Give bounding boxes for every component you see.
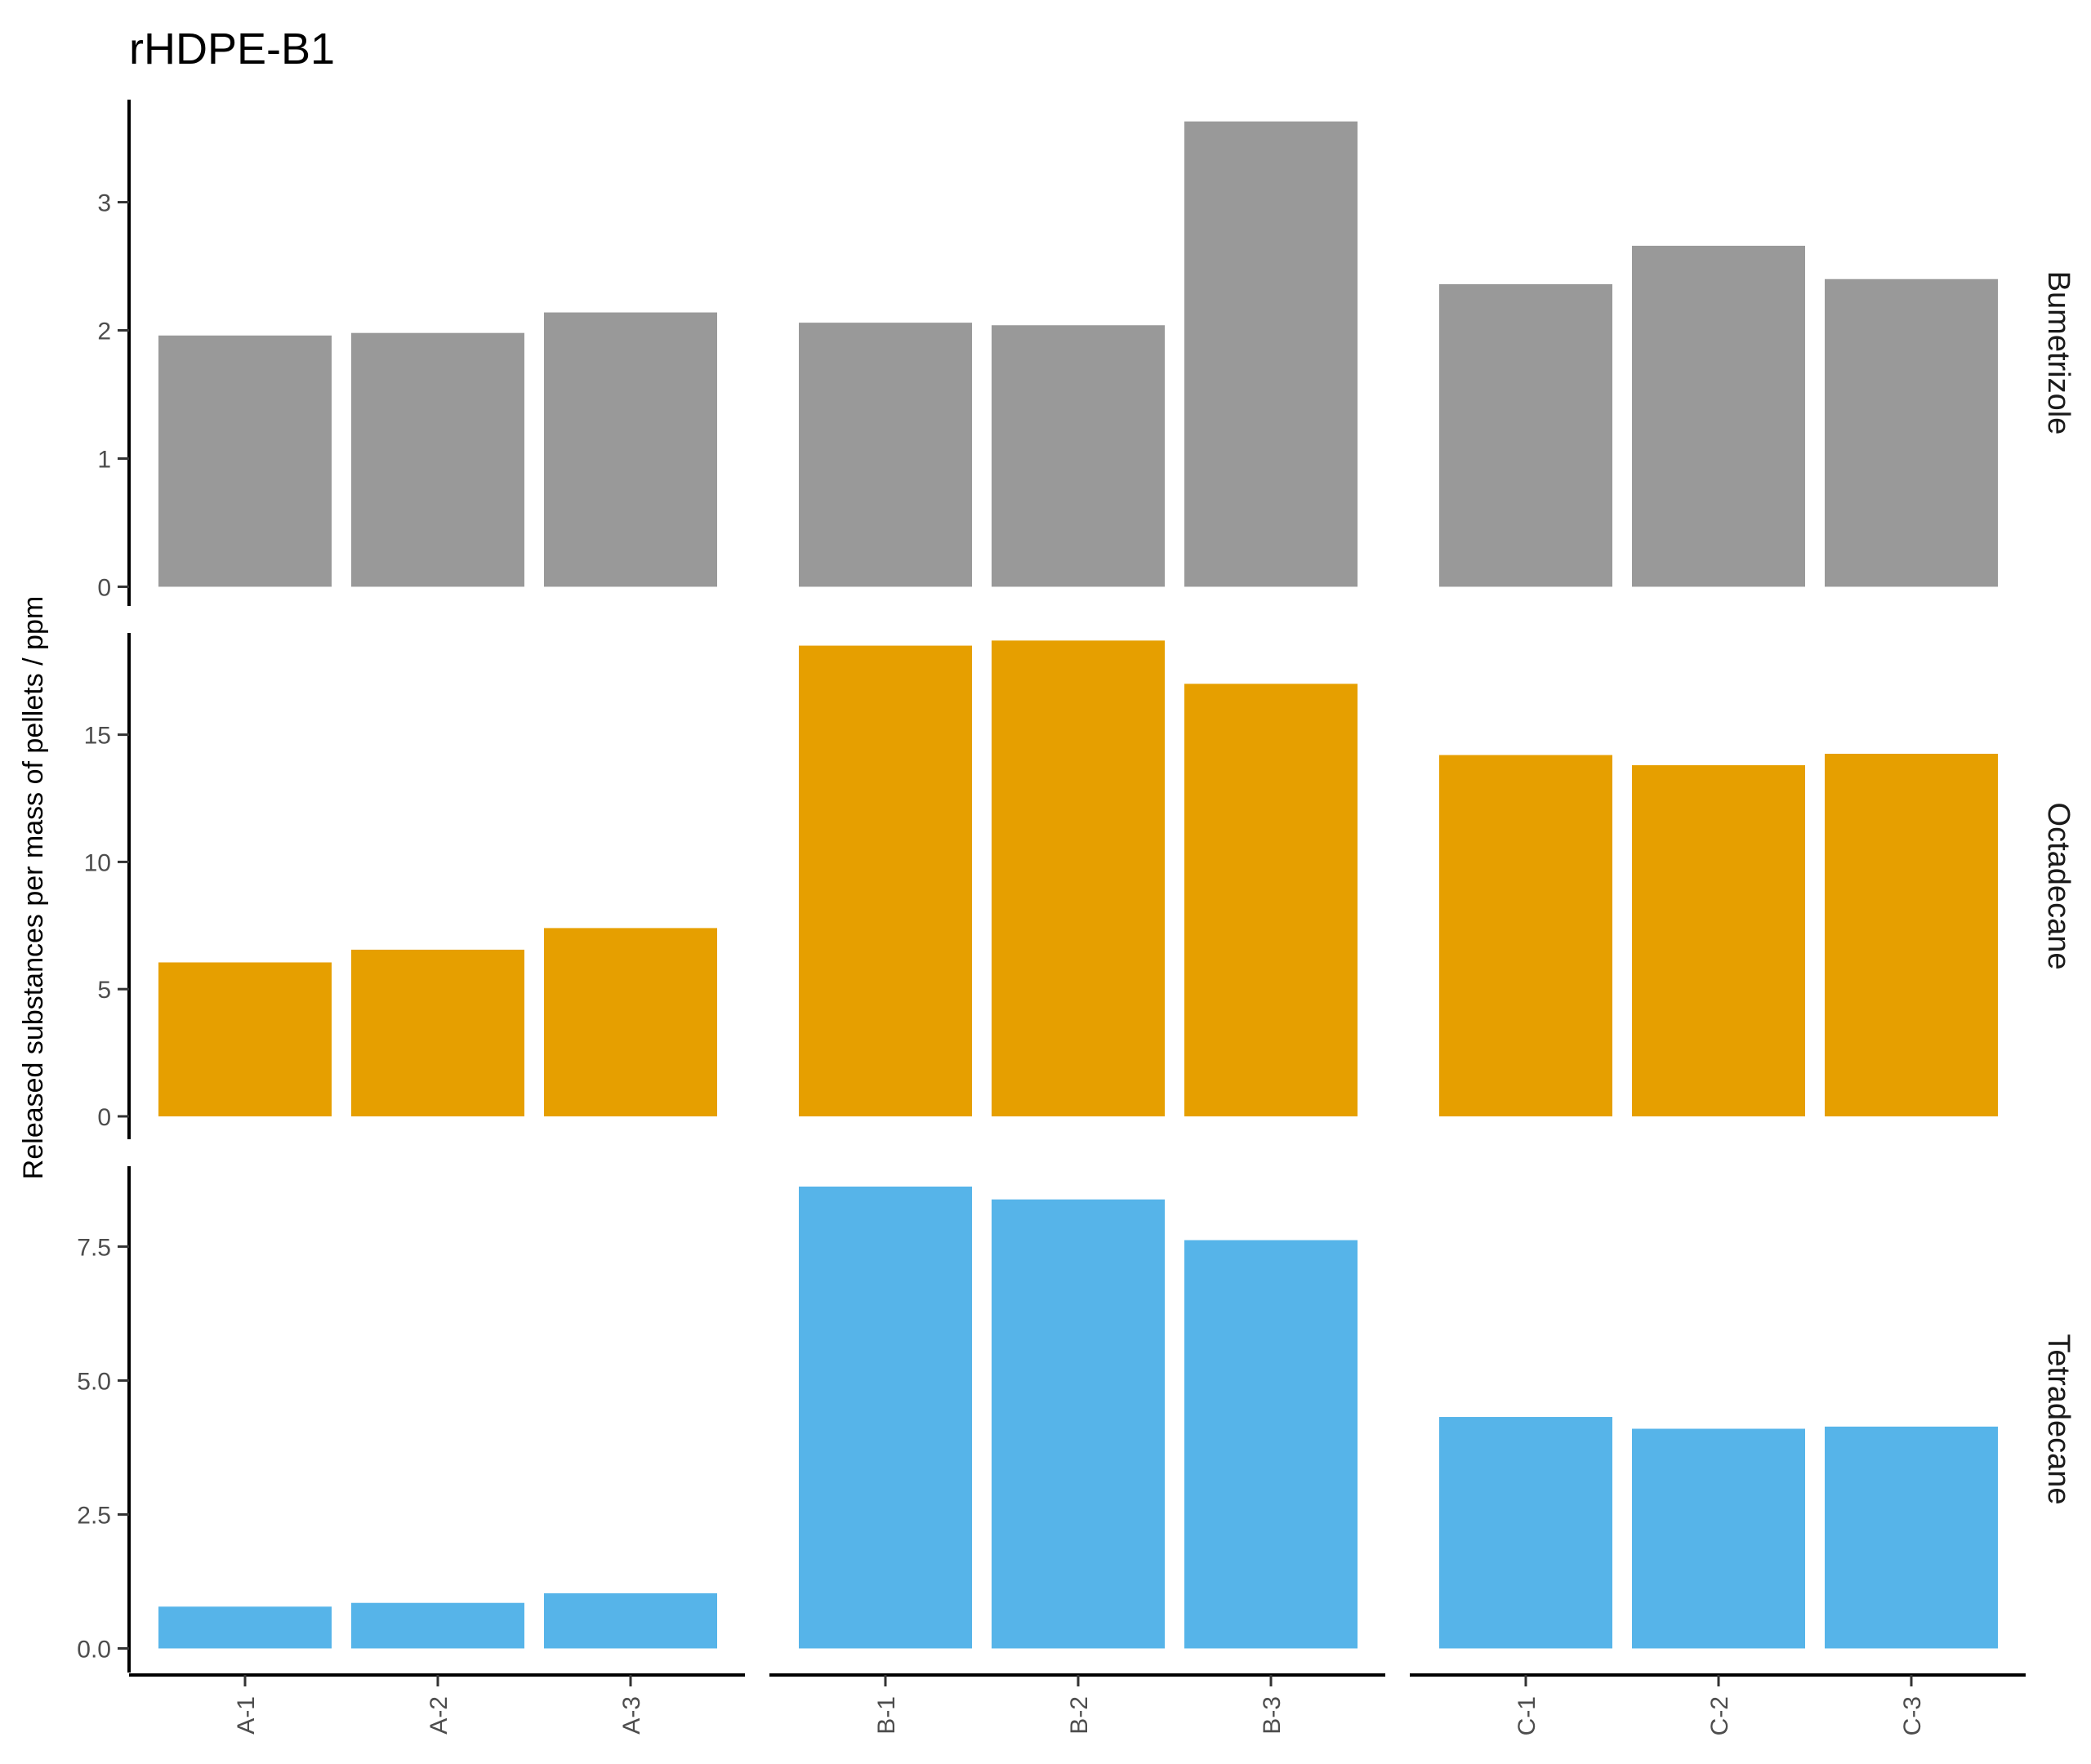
bar-octadecane-a-2 <box>351 949 524 1116</box>
bar-tetradecane-c-3 <box>1825 1426 1998 1649</box>
bar-octadecane-b-1 <box>799 645 972 1116</box>
y-tick-label-octadecane: 5 <box>97 977 111 1004</box>
bar-octadecane-a-3 <box>544 928 717 1116</box>
bar-bumetrizole-b-1 <box>799 323 972 587</box>
bar-tetradecane-b-3 <box>1184 1240 1358 1649</box>
bar-bumetrizole-c-1 <box>1439 284 1612 587</box>
y-tick-label-octadecane: 0 <box>97 1104 111 1131</box>
y-tick-label-octadecane: 15 <box>84 723 111 750</box>
plot-area: 0 1 2 3 Bumetrizole 0 5 10 15 Octadecane 0.0 2.5 5.0… <box>77 100 2075 1735</box>
x-tick-label-a-1: A-1 <box>233 1696 260 1735</box>
bar-tetradecane-b-2 <box>992 1199 1165 1649</box>
y-tick-label-tetradecane: 5.0 <box>77 1368 111 1395</box>
y-tick-label-bumetrizole: 0 <box>97 574 111 601</box>
bar-bumetrizole-c-2 <box>1632 245 1805 587</box>
bar-octadecane-c-3 <box>1825 753 1998 1116</box>
bar-bumetrizole-a-1 <box>158 335 332 587</box>
x-tick-label-b-1: B-1 <box>873 1696 900 1735</box>
y-tick-label-octadecane: 10 <box>84 849 111 876</box>
bar-octadecane-b-2 <box>992 640 1165 1116</box>
bar-bumetrizole-a-3 <box>544 312 717 587</box>
bar-bumetrizole-a-2 <box>351 332 524 587</box>
facet-strip-label-tetradecane: Tetradecane <box>2041 1334 2075 1504</box>
bar-bumetrizole-c-3 <box>1825 278 1998 587</box>
x-tick-label-a-2: A-2 <box>426 1696 453 1735</box>
bar-octadecane-b-3 <box>1184 684 1358 1116</box>
bar-bumetrizole-b-3 <box>1184 121 1358 587</box>
bar-tetradecane-a-2 <box>351 1602 524 1649</box>
bar-tetradecane-c-1 <box>1439 1417 1612 1649</box>
y-tick-label-bumetrizole: 3 <box>97 190 111 217</box>
y-tick-label-tetradecane: 2.5 <box>77 1502 111 1529</box>
bar-tetradecane-c-2 <box>1632 1428 1805 1649</box>
y-tick-label-bumetrizole: 2 <box>97 318 111 345</box>
y-axis-title: Released substances per mass of pellets … <box>18 596 49 1179</box>
bar-tetradecane-b-1 <box>799 1186 972 1649</box>
facet-strip-label-octadecane: Octadecane <box>2041 803 2075 970</box>
x-tick-label-b-2: B-2 <box>1066 1696 1093 1735</box>
bar-bumetrizole-b-2 <box>992 325 1165 587</box>
x-tick-label-b-3: B-3 <box>1259 1696 1286 1735</box>
x-tick-label-c-1: C-1 <box>1514 1696 1540 1735</box>
x-tick-label-c-2: C-2 <box>1706 1696 1733 1735</box>
x-tick-label-c-3: C-3 <box>1899 1696 1926 1735</box>
chart-title: rHDPE-B1 <box>129 24 335 74</box>
x-tick-label-a-3: A-3 <box>618 1696 645 1735</box>
facet-strip-label-bumetrizole: Bumetrizole <box>2041 271 2075 435</box>
y-tick-label-tetradecane: 7.5 <box>77 1234 111 1261</box>
y-tick-label-bumetrizole: 1 <box>97 446 111 473</box>
bar-octadecane-a-1 <box>158 962 332 1116</box>
bar-octadecane-c-2 <box>1632 765 1805 1116</box>
bar-octadecane-c-1 <box>1439 755 1612 1116</box>
y-tick-label-tetradecane: 0.0 <box>77 1636 111 1663</box>
bar-tetradecane-a-1 <box>158 1606 332 1649</box>
bar-tetradecane-a-3 <box>544 1592 717 1649</box>
